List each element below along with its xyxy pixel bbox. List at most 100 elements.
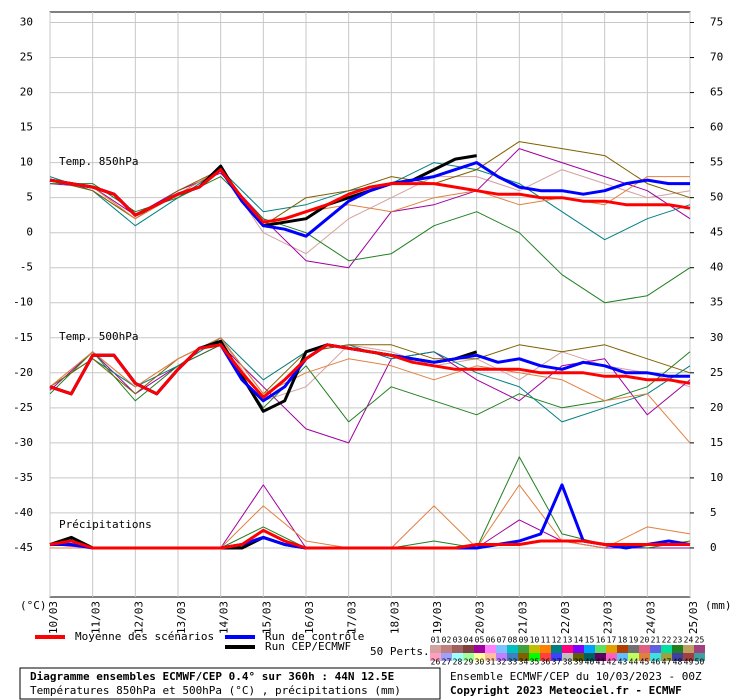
- x-tick-label: 11/03: [90, 601, 103, 634]
- member-label: 49: [684, 658, 694, 667]
- member-label: 29: [464, 658, 474, 667]
- member-label: 16: [596, 636, 606, 645]
- member-label: 07: [497, 636, 507, 645]
- member-swatch: [496, 653, 507, 661]
- member-label: 17: [607, 636, 617, 645]
- member-label: 38: [563, 658, 573, 667]
- members-label: 50 Perts.: [370, 645, 430, 658]
- y-tick-label: -10: [13, 296, 33, 309]
- member-swatch: [474, 645, 485, 653]
- member-swatch: [650, 653, 661, 661]
- member-label: 13: [563, 636, 573, 645]
- x-tick-label: 15/03: [260, 601, 273, 634]
- member-label: 14: [574, 636, 584, 645]
- series-line: [49, 337, 691, 444]
- member-label: 28: [453, 658, 463, 667]
- member-swatch: [573, 653, 584, 661]
- member-label: 40: [585, 658, 595, 667]
- x-tick-label: 19/03: [431, 601, 444, 634]
- member-swatch: [452, 645, 463, 653]
- y2-tick-label: 70: [710, 51, 723, 64]
- subtitle: Températures 850hPa et 500hPa (°C) , pré…: [30, 684, 401, 697]
- x-tick-label: 21/03: [516, 601, 529, 634]
- member-swatch: [529, 653, 540, 661]
- member-label: 22: [662, 636, 672, 645]
- y2-tick-label: 75: [710, 16, 723, 29]
- series-line: [49, 168, 691, 224]
- series-line: [49, 337, 691, 395]
- x-tick-label: 10/03: [47, 601, 60, 634]
- member-swatch: [518, 653, 529, 661]
- annotation: Temp. 850hPa: [59, 155, 138, 168]
- legend-label: Run CEP/ECMWF: [265, 640, 351, 653]
- member-label: 44: [629, 658, 639, 667]
- y2-tick-label: 5: [710, 506, 717, 519]
- member-label: 12: [552, 636, 562, 645]
- member-label: 43: [618, 658, 628, 667]
- member-label: 06: [486, 636, 496, 645]
- member-label: 26: [431, 658, 441, 667]
- member-swatch: [617, 653, 628, 661]
- member-swatch: [485, 645, 496, 653]
- member-swatch: [584, 645, 595, 653]
- y-tick-label: 20: [20, 86, 33, 99]
- member-label: 09: [519, 636, 529, 645]
- member-swatch: [606, 653, 617, 661]
- member-swatch: [661, 653, 672, 661]
- run-info: Ensemble ECMWF/CEP du 10/03/2023 - 00Z: [450, 670, 702, 683]
- y-tick-label: 25: [20, 51, 33, 64]
- member-label: 42: [607, 658, 617, 667]
- y-tick-label: -15: [13, 331, 33, 344]
- member-label: 50: [695, 658, 705, 667]
- member-swatch: [518, 645, 529, 653]
- member-swatch: [617, 645, 628, 653]
- y-tick-label: 30: [20, 16, 33, 29]
- member-label: 15: [585, 636, 595, 645]
- member-swatch: [672, 645, 683, 653]
- x-tick-label: 24/03: [644, 601, 657, 634]
- annotation: Précipitations: [59, 518, 152, 531]
- x-tick-label: 14/03: [218, 601, 231, 634]
- member-swatch: [683, 645, 694, 653]
- member-swatch: [540, 645, 551, 653]
- member-swatch: [430, 653, 441, 661]
- member-swatch: [683, 653, 694, 661]
- member-swatch: [441, 653, 452, 661]
- member-swatch: [452, 653, 463, 661]
- member-swatch: [694, 645, 705, 653]
- member-label: 30: [475, 658, 485, 667]
- y-tick-label: -25: [13, 401, 33, 414]
- y-tick-label: -5: [20, 261, 33, 274]
- y2-tick-label: 60: [710, 121, 723, 134]
- member-swatch: [463, 653, 474, 661]
- y-tick-label: -30: [13, 436, 33, 449]
- member-swatch: [540, 653, 551, 661]
- member-swatch: [573, 645, 584, 653]
- member-label: 11: [541, 636, 551, 645]
- y-tick-label: -35: [13, 471, 33, 484]
- member-label: 01: [431, 636, 441, 645]
- y-tick-label: 0: [26, 226, 33, 239]
- member-swatch: [507, 653, 518, 661]
- x-tick-label: 17/03: [346, 601, 359, 634]
- legend-label: Moyenne des scénarios: [75, 630, 214, 643]
- member-label: 33: [508, 658, 518, 667]
- series-line: [49, 528, 690, 550]
- y-tick-label: -20: [13, 366, 33, 379]
- member-label: 27: [442, 658, 452, 667]
- member-label: 03: [453, 636, 463, 645]
- member-label: 31: [486, 658, 496, 667]
- member-swatch: [551, 645, 562, 653]
- member-label: 34: [519, 658, 529, 667]
- member-swatch: [474, 653, 485, 661]
- member-swatch: [595, 645, 606, 653]
- member-label: 35: [530, 658, 540, 667]
- member-swatch: [628, 645, 639, 653]
- member-label: 24: [684, 636, 694, 645]
- member-label: 10: [530, 636, 540, 645]
- member-label: 18: [618, 636, 628, 645]
- series-line: [49, 148, 691, 269]
- member-swatch: [639, 645, 650, 653]
- member-swatch: [551, 653, 562, 661]
